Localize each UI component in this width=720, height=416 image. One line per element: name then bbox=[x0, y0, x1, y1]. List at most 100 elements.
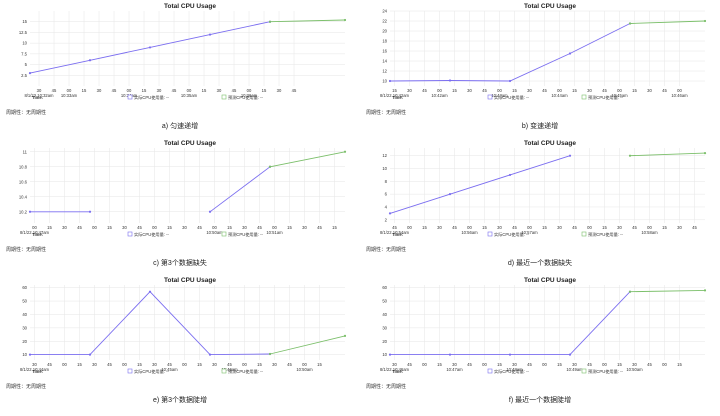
predicted-data-point bbox=[343, 150, 347, 153]
x-tick-time-label: 10:47am bbox=[446, 367, 463, 372]
x-tick-label: 15 bbox=[47, 225, 52, 230]
legend-actual-label: 实际CPU使用量: -- bbox=[494, 231, 530, 238]
legend-swatch-actual[interactable] bbox=[127, 94, 133, 100]
x-tick-time-label: 10:50am bbox=[206, 230, 223, 235]
chart-panel: Total CPU Usage 10 20 30 40 50 60 30 8/1/22 10:4… bbox=[360, 274, 720, 411]
x-tick-label: 00 bbox=[587, 225, 592, 230]
legend-swatch-actual[interactable] bbox=[487, 231, 493, 237]
x-tick-label: 00 bbox=[302, 362, 307, 367]
x-tick-label: 30 bbox=[32, 362, 37, 367]
y-tick-label: 11 bbox=[23, 149, 28, 154]
chart-title: Total CPU Usage bbox=[524, 3, 576, 10]
x-tick-label: 00 bbox=[602, 362, 607, 367]
legend-swatch-predicted[interactable] bbox=[221, 231, 227, 237]
y-tick-label: 14 bbox=[382, 59, 387, 64]
x-tick-time-label: 10:44am bbox=[551, 93, 568, 98]
y-tick-label: 10 bbox=[382, 352, 387, 357]
x-tick-label: 00 bbox=[67, 88, 72, 93]
x-tick-time-label: 10:48am bbox=[506, 367, 523, 372]
x-tick-label: 30 bbox=[527, 88, 532, 93]
x-tick-label: 00 bbox=[422, 362, 427, 367]
y-tick-label: 40 bbox=[22, 312, 27, 317]
x-tick-time-label: 10:57am bbox=[521, 230, 538, 235]
x-tick-label: 00 bbox=[407, 225, 412, 230]
x-tick-label: 30 bbox=[62, 225, 67, 230]
chart-panel: Total CPU Usage 2 4 6 8 10 12 45 8/1/22 10:54am 0… bbox=[360, 137, 720, 274]
x-tick-label: 30 bbox=[217, 88, 222, 93]
x-tick-label: 45 bbox=[112, 88, 117, 93]
period-label: 周期性：无周期性 bbox=[6, 109, 46, 116]
x-tick-label: 45 bbox=[452, 225, 457, 230]
y-tick-label: 10 bbox=[382, 79, 387, 84]
x-tick-label: 45 bbox=[52, 88, 57, 93]
x-tick-label: 30 bbox=[92, 362, 97, 367]
y-tick-label: 20 bbox=[22, 339, 27, 344]
x-tick-label: 15 bbox=[287, 225, 292, 230]
x-tick-label: 00 bbox=[242, 362, 247, 367]
chart-caption: a) 匀速递增 bbox=[162, 121, 198, 130]
y-tick-label: 7.5 bbox=[21, 51, 27, 56]
y-tick-label: 10 bbox=[382, 166, 387, 171]
legend-predicted-label: 预测CPU使用量: -- bbox=[588, 231, 624, 238]
x-tick-label: 00 bbox=[247, 88, 252, 93]
predicted-data-point bbox=[703, 152, 707, 155]
x-tick-label: 15 bbox=[662, 225, 667, 230]
x-tick-label: 45 bbox=[172, 88, 177, 93]
legend-swatch-actual[interactable] bbox=[127, 231, 133, 237]
chart-panel: Total CPU Usage 10 20 30 40 50 60 30 8/1/22 10:4… bbox=[0, 274, 360, 411]
legend-swatch-predicted[interactable] bbox=[221, 94, 227, 100]
chart-title: Total CPU Usage bbox=[164, 277, 216, 284]
chart-title: Total CPU Usage bbox=[524, 277, 576, 284]
legend-predicted-label: 预测CPU使用量: -- bbox=[228, 368, 264, 375]
x-tick-label: 30 bbox=[572, 362, 577, 367]
legend-swatch-actual[interactable] bbox=[487, 368, 493, 374]
x-tick-label: 45 bbox=[602, 88, 607, 93]
y-tick-label: 50 bbox=[382, 299, 387, 304]
x-tick-label: 45 bbox=[227, 362, 232, 367]
x-tick-time-label: 8/1/22 10:46am bbox=[380, 367, 410, 372]
x-tick-time-label: 8/1/22 10:54am bbox=[380, 230, 410, 235]
actual-data-point bbox=[88, 210, 92, 213]
period-label: 周期性：无周期性 bbox=[6, 246, 46, 253]
legend-swatch-actual[interactable] bbox=[487, 94, 493, 100]
legend-swatch-predicted[interactable] bbox=[581, 368, 587, 374]
legend-actual-label: 实际CPU使用量: -- bbox=[494, 94, 530, 101]
x-tick-label: 00 bbox=[527, 225, 532, 230]
y-tick-label: 20 bbox=[382, 339, 387, 344]
x-tick-label: 45 bbox=[197, 225, 202, 230]
legend-swatch-predicted[interactable] bbox=[581, 94, 587, 100]
y-tick-label: 10 bbox=[22, 41, 27, 46]
x-tick-label: 30 bbox=[647, 88, 652, 93]
legend-swatch-predicted[interactable] bbox=[221, 368, 227, 374]
actual-data-point bbox=[568, 52, 572, 55]
legend-swatch-predicted[interactable] bbox=[581, 231, 587, 237]
x-tick-label: 15 bbox=[677, 362, 682, 367]
predicted-data-point bbox=[628, 290, 632, 293]
x-tick-label: 30 bbox=[392, 362, 397, 367]
x-tick-label: 30 bbox=[587, 88, 592, 93]
x-tick-label: 15 bbox=[77, 362, 82, 367]
legend-swatch-actual[interactable] bbox=[127, 368, 133, 374]
y-tick-label: 12.5 bbox=[19, 30, 28, 35]
y-tick-label: 2 bbox=[385, 217, 388, 222]
x-tick-time-label: 10:51am bbox=[266, 230, 283, 235]
x-tick-label: 30 bbox=[157, 88, 162, 93]
x-tick-label: 00 bbox=[677, 88, 682, 93]
x-tick-label: 00 bbox=[467, 225, 472, 230]
actual-series-line bbox=[209, 166, 271, 213]
x-tick-label: 45 bbox=[512, 225, 517, 230]
x-tick-time-label: 10:46am bbox=[221, 367, 238, 372]
x-tick-label: 15 bbox=[202, 88, 207, 93]
legend-predicted-label: 预测CPU使用量: -- bbox=[588, 368, 624, 375]
time-label: Time: bbox=[392, 369, 403, 374]
x-tick-label: 00 bbox=[617, 88, 622, 93]
predicted-data-point bbox=[703, 19, 707, 23]
x-tick-label: 45 bbox=[527, 362, 532, 367]
x-tick-label: 30 bbox=[152, 362, 157, 367]
x-tick-label: 00 bbox=[437, 88, 442, 93]
x-tick-time-label: 10:45am bbox=[161, 367, 178, 372]
y-tick-label: 18 bbox=[382, 39, 387, 44]
chart-svg: Total CPU Usage1012141618202224158/1/22 … bbox=[366, 3, 707, 130]
